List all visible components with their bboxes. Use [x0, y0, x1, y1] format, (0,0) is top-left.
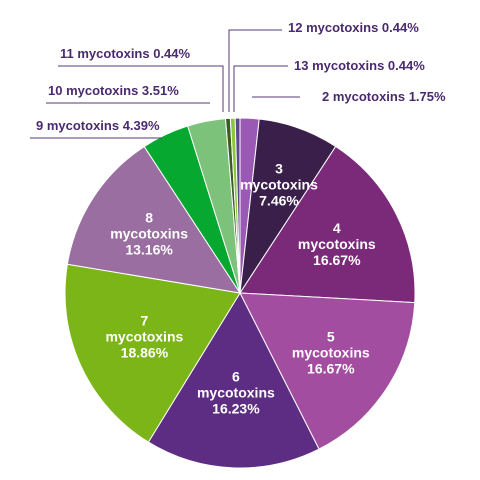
- data-label-5-mycotoxins-line-1: 5: [327, 328, 335, 344]
- data-label-6-mycotoxins-line-1: 6: [232, 369, 240, 385]
- leader-line-12-mycotoxins: [228, 29, 282, 112]
- leader-lines: [30, 29, 300, 139]
- pie-slice-4-mycotoxins: [239, 145, 416, 304]
- data-label-4-mycotoxins-line-1: 4: [333, 220, 341, 236]
- data-label-5-mycotoxins-line-3: 16.67%: [307, 360, 355, 376]
- data-label-7-mycotoxins-line-3: 18.86%: [121, 345, 169, 361]
- data-label-2-mycotoxins: 2 mycotoxins 1.75%: [322, 89, 446, 104]
- pie-slice-7-mycotoxins: [64, 263, 241, 443]
- pie-slice-8-mycotoxins: [66, 145, 242, 294]
- data-label-3-mycotoxins-line-1: 3: [275, 160, 283, 176]
- pie-slice-6-mycotoxins: [147, 291, 320, 469]
- data-label-12-mycotoxins: 12 mycotoxins 0.44%: [288, 20, 419, 35]
- pie-slice-5-mycotoxins: [239, 292, 416, 450]
- data-label-9-mycotoxins: 9 mycotoxins 4.39%: [36, 118, 160, 133]
- data-label-10-mycotoxins: 10 mycotoxins 3.51%: [48, 83, 179, 98]
- data-label-8-mycotoxins-line-2: mycotoxins: [110, 226, 188, 242]
- data-label-7-mycotoxins-line-2: mycotoxins: [105, 329, 183, 345]
- pie-slice-13-mycotoxins: [234, 117, 241, 294]
- data-label-8-mycotoxins-line-1: 8: [145, 210, 153, 226]
- data-label-3-mycotoxins-line-2: mycotoxins: [240, 176, 318, 192]
- data-label-4-mycotoxins-line-3: 16.67%: [313, 252, 361, 268]
- data-label-6-mycotoxins-line-2: mycotoxins: [197, 385, 275, 401]
- data-label-13-mycotoxins: 13 mycotoxins 0.44%: [294, 58, 425, 73]
- leader-line-11-mycotoxins: [58, 65, 224, 112]
- data-label-8-mycotoxins-line-3: 13.16%: [125, 242, 173, 258]
- pie-slices: [64, 117, 416, 469]
- data-label-3-mycotoxins-line-3: 7.46%: [259, 192, 299, 208]
- data-label-11-mycotoxins: 11 mycotoxins 0.44%: [60, 46, 191, 61]
- data-label-7-mycotoxins-line-1: 7: [141, 313, 149, 329]
- leader-line-13-mycotoxins: [233, 65, 288, 112]
- data-label-4-mycotoxins-line-2: mycotoxins: [298, 236, 376, 252]
- data-label-5-mycotoxins-line-2: mycotoxins: [292, 344, 370, 360]
- slice-labels: 2 mycotoxins 1.75%3mycotoxins7.46%4mycot…: [36, 20, 446, 417]
- data-label-6-mycotoxins-line-3: 16.23%: [212, 401, 260, 417]
